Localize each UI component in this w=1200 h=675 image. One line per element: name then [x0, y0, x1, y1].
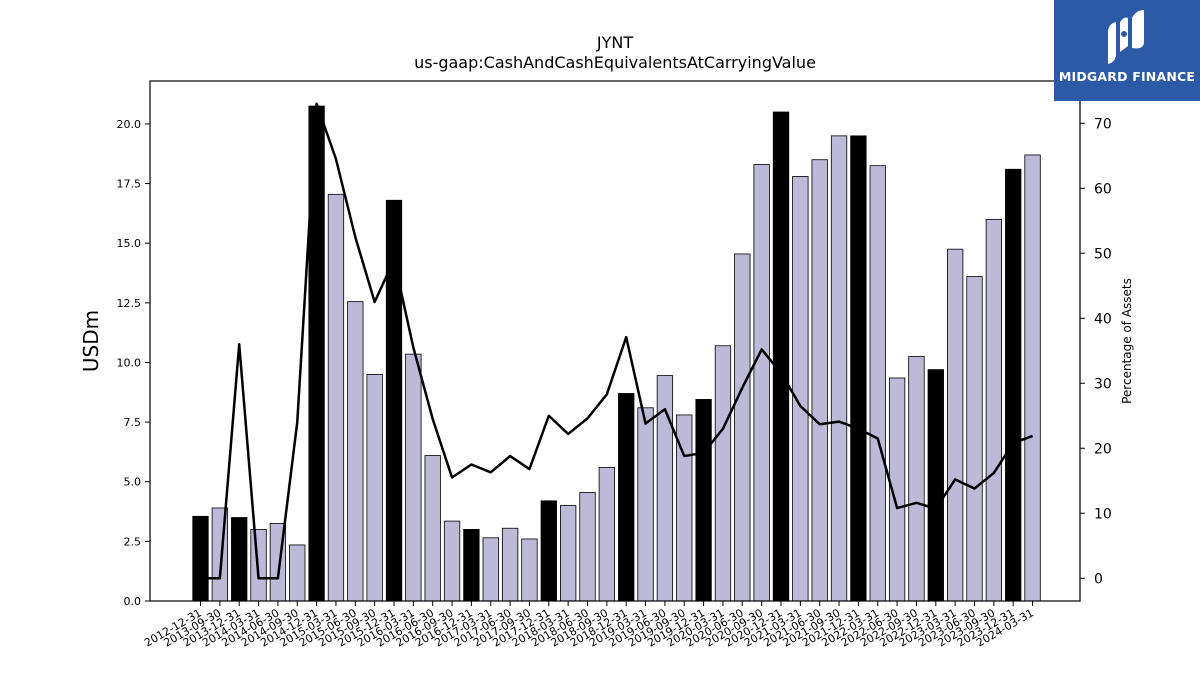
bar	[579, 492, 596, 602]
midgard-finance-logo: MIDGARD FINANCE	[1054, 0, 1200, 101]
y-tick-label: 7.5	[124, 416, 142, 429]
y-tick-label: 17.5	[117, 178, 142, 191]
bar-group	[192, 105, 1041, 602]
bar	[734, 253, 751, 602]
bar	[695, 399, 712, 602]
chart-subtitle: us-gaap:CashAndCashEquivalentsAtCarrying…	[414, 53, 816, 72]
bar	[443, 520, 461, 602]
midgard-m-logo-icon	[1108, 10, 1144, 64]
logo-text: MIDGARD FINANCE	[1058, 69, 1196, 84]
chart-title: JYNT	[596, 33, 633, 52]
bar	[521, 538, 538, 602]
bar	[463, 529, 480, 602]
y-tick-label: 0.0	[124, 595, 142, 608]
bar	[598, 467, 615, 602]
y-tick-label: 10.0	[117, 356, 142, 369]
y-tick-label: 2.5	[124, 535, 142, 548]
bar	[424, 455, 441, 602]
bar	[501, 527, 519, 602]
bar	[1005, 168, 1022, 602]
bar	[618, 393, 635, 602]
plot-frame	[149, 80, 1081, 602]
y-tick-label: 5.0	[124, 476, 142, 489]
y2-axis-label: Percentage of Assets	[1120, 278, 1134, 404]
percentage-line	[200, 102, 1033, 580]
bar	[405, 353, 422, 602]
bar	[289, 544, 306, 602]
y-axis-left: 0.0 2.5 5.0 7.5 10.0 12.5 15.0 17.5 20.0	[117, 118, 150, 608]
y-tick-label: 12.5	[117, 297, 142, 310]
bar	[192, 515, 209, 602]
y2-tick-label: 20	[1094, 441, 1112, 457]
bar	[947, 248, 964, 602]
bar	[637, 407, 654, 602]
y2-tick-label: 40	[1094, 311, 1112, 327]
bar	[792, 176, 809, 602]
bar	[231, 517, 248, 602]
bar	[347, 301, 364, 602]
y-tick-label: 20.0	[117, 118, 142, 131]
bar	[366, 373, 383, 602]
bar	[830, 135, 848, 602]
y-tick-label: 15.0	[117, 237, 142, 250]
bar	[966, 276, 983, 602]
bar	[1024, 154, 1041, 602]
bar	[753, 164, 770, 602]
bar	[560, 505, 577, 602]
bar	[714, 345, 732, 602]
bar	[869, 165, 886, 602]
bar	[927, 369, 944, 602]
bar	[811, 159, 828, 602]
y2-tick-label: 30	[1094, 376, 1112, 392]
bar	[540, 500, 557, 602]
y2-tick-label: 70	[1094, 116, 1112, 132]
x-axis: 2012-12-312013-09-302013-12-312014-03-31…	[142, 601, 1036, 650]
y-axis-right: 0 10 20 30 40 50 60 70	[1080, 116, 1112, 587]
y2-tick-label: 50	[1094, 246, 1112, 262]
y2-tick-label: 0	[1094, 571, 1103, 587]
bar	[327, 193, 345, 602]
bar	[850, 135, 867, 602]
y2-tick-label: 10	[1094, 506, 1112, 522]
bar	[908, 356, 925, 602]
y2-tick-label: 60	[1094, 181, 1112, 197]
bar	[482, 537, 499, 602]
bar	[985, 218, 1002, 602]
bar	[772, 111, 790, 602]
y-axis-label: USDm	[79, 310, 103, 372]
